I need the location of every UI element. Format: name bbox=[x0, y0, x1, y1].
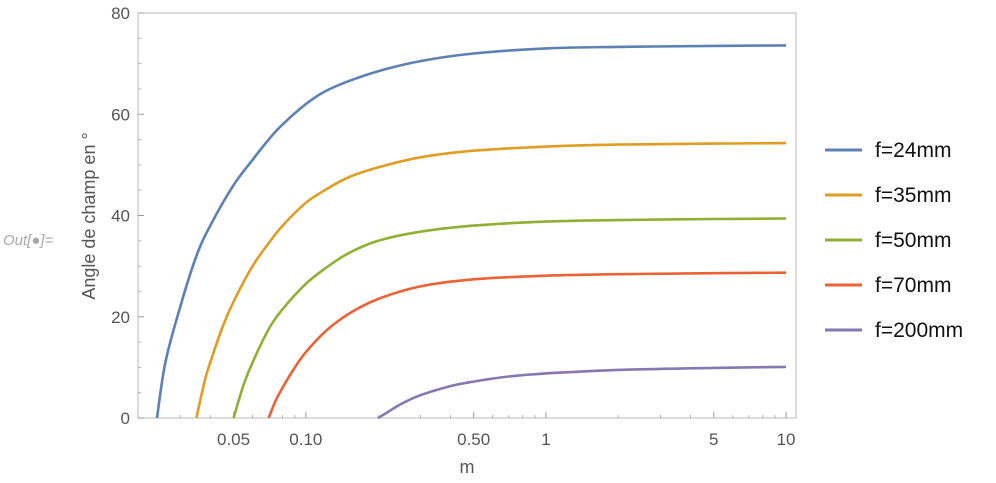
y-tick-label: 40 bbox=[111, 207, 130, 226]
series-line-f-24mm bbox=[155, 44, 787, 419]
y-axis-title: Angle de champ en ° bbox=[79, 132, 99, 299]
legend-label: f=200mm bbox=[875, 319, 963, 342]
x-axis-title: m bbox=[460, 457, 475, 477]
series-line-f-35mm bbox=[195, 141, 787, 419]
y-tick-label: 20 bbox=[111, 308, 130, 327]
y-tick-label: 0 bbox=[121, 409, 130, 428]
output-cell-label: Out[●]= bbox=[3, 232, 54, 249]
legend-label: f=24mm bbox=[875, 139, 951, 162]
y-tick-label: 60 bbox=[111, 105, 130, 124]
x-tick-label: 5 bbox=[709, 430, 718, 449]
plot-area: 0.05 0.10 0.50 1 5 10 0 20 40 60 80 bbox=[111, 4, 797, 449]
plot-frame bbox=[137, 12, 797, 419]
x-tick-label: 0.50 bbox=[457, 430, 490, 449]
x-tick-label: 0.10 bbox=[289, 430, 322, 449]
legend-label: f=50mm bbox=[875, 229, 951, 252]
series-line-f-70mm bbox=[267, 271, 787, 419]
x-tick-label: 0.05 bbox=[217, 430, 250, 449]
x-tick-label: 10 bbox=[777, 430, 796, 449]
series-lines bbox=[155, 44, 787, 420]
legend: f=24mm f=35mm f=50mm f=70mm f=200mm bbox=[825, 139, 963, 342]
series-line-f-50mm bbox=[232, 217, 787, 419]
y-tick-label: 80 bbox=[111, 4, 130, 23]
series-line-f-200mm bbox=[377, 365, 787, 420]
x-axis: 0.05 0.10 0.50 1 5 10 bbox=[137, 412, 796, 449]
legend-label: f=35mm bbox=[875, 184, 951, 207]
x-tick-label: 1 bbox=[541, 430, 550, 449]
y-axis: 0 20 40 60 80 bbox=[111, 4, 144, 428]
legend-label: f=70mm bbox=[875, 274, 951, 297]
